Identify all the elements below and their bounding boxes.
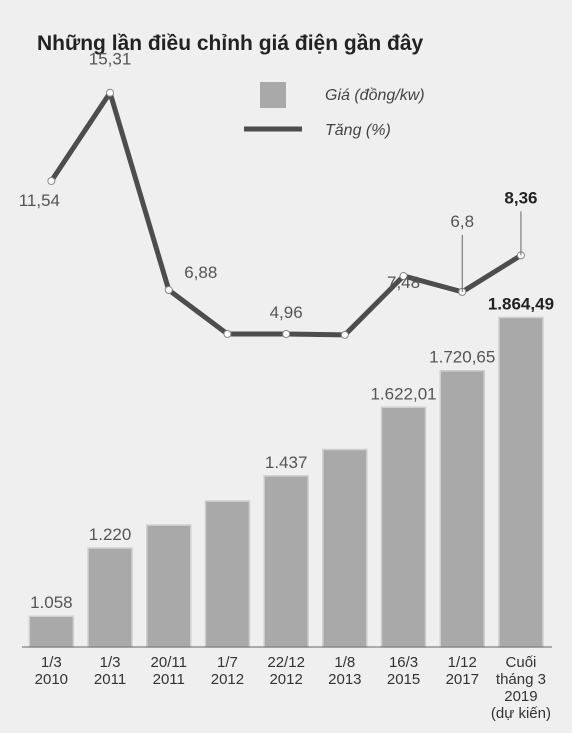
x-tick-line: tháng 3: [496, 671, 546, 688]
x-tick-line: 1/3: [41, 654, 62, 671]
x-tick-line: 20/11: [151, 654, 187, 671]
x-tick-line: 2013: [328, 671, 361, 688]
bar-7: [439, 369, 485, 648]
x-tick-line: 2011: [94, 671, 126, 688]
bar-3: [204, 500, 251, 648]
x-tick-line: 1/3: [100, 654, 121, 671]
bar-value-label-0: 1.058: [30, 593, 73, 612]
x-tick-line: 22/12: [267, 654, 305, 671]
legend-bar-swatch: [260, 82, 286, 108]
legend-line-label: Tăng (%): [325, 122, 391, 139]
bar-1: [87, 547, 133, 648]
x-tick-label-0: 1/3 2010: [35, 654, 68, 688]
x-tick-line: 2010: [35, 671, 68, 688]
line-value-label-0: 11,54: [19, 191, 60, 210]
x-tick-line: (dự kiến): [491, 705, 551, 722]
bar-value-label-4: 1.437: [265, 453, 308, 472]
x-tick-line: 1/7: [217, 654, 238, 671]
x-tick-line: 2017: [446, 671, 479, 688]
x-tick-line: 1/8: [334, 654, 355, 671]
x-tick-label-6: 16/3 2015: [387, 654, 420, 688]
x-tick-line: 2011: [153, 671, 185, 688]
line-point-5: [340, 330, 349, 339]
bar-5: [322, 448, 368, 648]
bars-group: 1.058 1.220 1.437 1.622,01 1.720,65 1.864,49: [28, 294, 554, 648]
bar-6: [380, 406, 427, 648]
bar-4: [263, 475, 309, 648]
x-tick-label-5: 1/8 2013: [328, 654, 361, 688]
bar-value-label-7: 1.720,65: [429, 348, 495, 367]
line-value-label-2: 6,88: [184, 263, 217, 282]
line-value-label-7: 6,8: [450, 212, 474, 231]
bar-2: [146, 524, 192, 648]
x-tick-line: 2012: [269, 671, 302, 688]
legend-bar-label: Giá (đồng/kw): [325, 87, 425, 104]
x-tick-label-4: 22/12 2012: [267, 654, 305, 688]
line-point-3: [223, 330, 232, 338]
x-tick-label-8: Cuối tháng 3 2019 (dự kiến): [491, 654, 551, 722]
x-tick-line: 2012: [211, 671, 244, 688]
line-value-label-6: 7,48: [387, 273, 420, 292]
x-tick-line: 16/3: [389, 654, 418, 671]
x-tick-line: 1/12: [448, 654, 477, 671]
line-point-1: [106, 88, 115, 97]
x-tick-line: Cuối: [506, 654, 537, 671]
x-tick-line: 2015: [387, 671, 420, 688]
chart-title: Những lần điều chỉnh giá điện gần đây: [37, 32, 424, 55]
x-tick-label-2: 20/11 2011: [151, 654, 187, 688]
line-point-2: [164, 286, 173, 295]
bar-value-label-6: 1.622,01: [370, 384, 436, 403]
x-tick-label-1: 1/3 2011: [94, 654, 126, 688]
bar-value-label-8: 1.864,49: [488, 294, 554, 313]
bar-0: [28, 615, 75, 648]
line-value-label-1: 15,31: [89, 50, 132, 69]
legend: Giá (đồng/kw) Tăng (%): [244, 82, 425, 139]
x-tick-label-7: 1/12 2017: [446, 654, 479, 688]
line-point-6: [399, 271, 408, 280]
line-point-4: [282, 330, 291, 338]
bar-value-label-1: 1.220: [89, 525, 132, 544]
x-tick-label-3: 1/7 2012: [211, 654, 244, 688]
x-tick-line: 2019: [504, 688, 537, 705]
line-value-label-8: 8,36: [504, 188, 537, 207]
line-value-label-4: 4,96: [270, 303, 303, 322]
line-point-0: [47, 176, 56, 185]
bar-8: [498, 316, 544, 648]
line-group: 11,54 15,31 6,88 4,96 7,48 6,8 8,36: [19, 50, 537, 339]
